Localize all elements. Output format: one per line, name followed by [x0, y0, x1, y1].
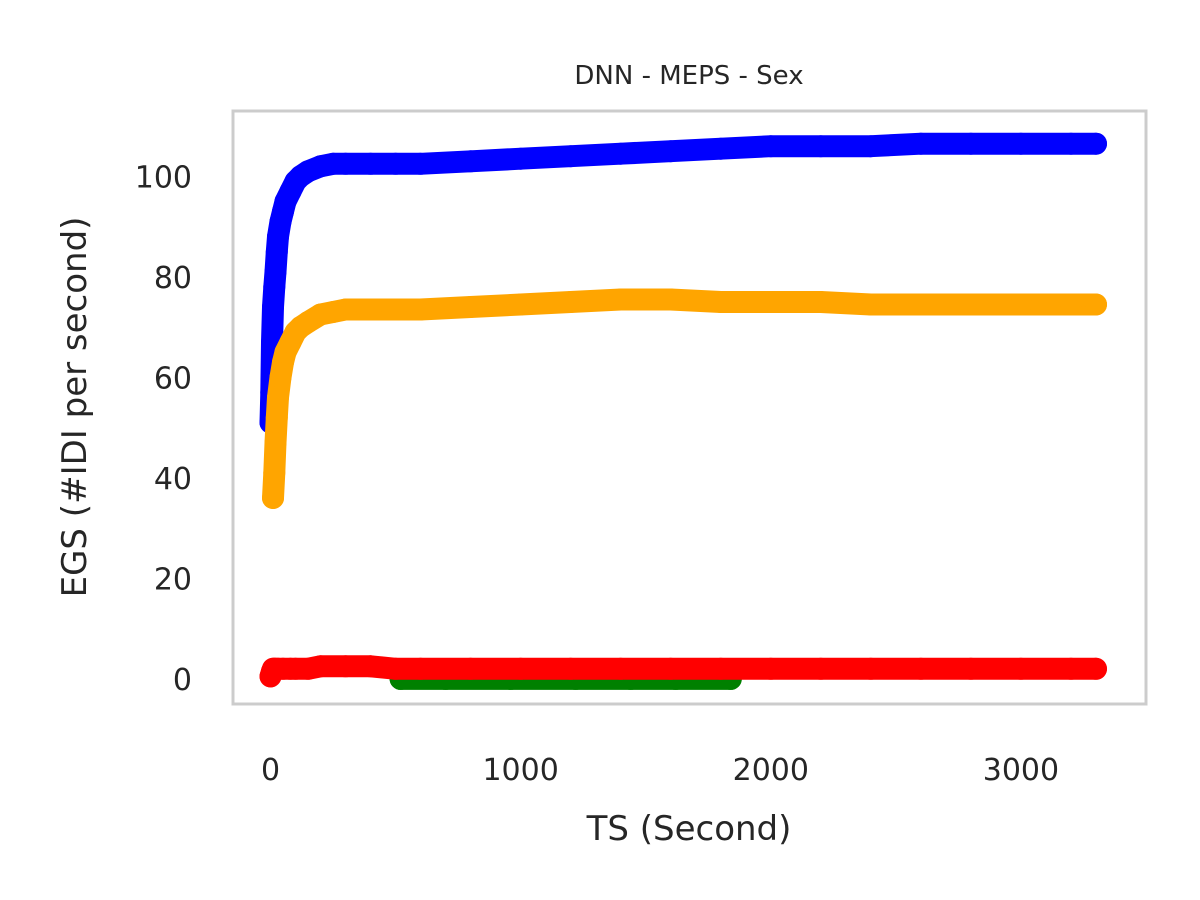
data-point	[1009, 132, 1032, 155]
y-tick-label: 100	[135, 160, 192, 195]
data-point	[1060, 132, 1082, 155]
data-point	[1060, 657, 1082, 680]
data-point	[459, 657, 482, 680]
data-point	[659, 288, 682, 311]
data-point	[559, 291, 582, 313]
data-point	[959, 657, 982, 680]
data-point	[859, 657, 882, 680]
data-point	[262, 487, 284, 509]
data-point	[334, 655, 357, 678]
data-point	[509, 147, 532, 170]
data-point	[659, 140, 682, 163]
data-point	[809, 657, 832, 680]
data-point	[334, 298, 357, 321]
data-point	[1085, 293, 1107, 316]
x-tick-label: 3000	[983, 753, 1059, 788]
tick-labels: 0 1000 2000 3000 0 20 40 60 80 100	[135, 160, 1059, 788]
data-point	[409, 657, 432, 680]
data-point	[609, 142, 632, 165]
data-point	[309, 655, 332, 678]
y-tick-label: 80	[154, 261, 192, 296]
y-tick-label: 60	[154, 361, 192, 396]
data-point	[359, 655, 382, 678]
data-point	[959, 293, 982, 316]
data-point	[1085, 132, 1107, 155]
data-point	[265, 406, 288, 429]
chart-title: DNN - MEPS - Sex	[574, 61, 803, 91]
data-point	[384, 298, 407, 321]
series-0	[259, 132, 1107, 434]
data-point	[409, 152, 432, 175]
data-point	[509, 293, 532, 316]
data-point	[334, 152, 357, 175]
data-point	[262, 296, 284, 318]
data-point	[809, 135, 832, 158]
series-1	[262, 288, 1107, 509]
data-point	[759, 135, 782, 158]
data-point	[909, 293, 932, 316]
data-point	[559, 657, 582, 680]
data-point	[1060, 293, 1082, 316]
data-point	[759, 291, 782, 313]
data-point	[559, 145, 582, 168]
x-tick-label: 0	[261, 753, 280, 788]
data-point	[909, 657, 932, 680]
x-tick-label: 2000	[733, 753, 809, 788]
data-point	[263, 461, 286, 484]
x-tick-label: 1000	[482, 753, 558, 788]
y-tick-label: 20	[154, 562, 192, 597]
y-tick-label: 40	[154, 462, 192, 497]
data-point	[264, 431, 287, 454]
data-point	[609, 657, 632, 680]
data-point	[267, 386, 289, 409]
data-point	[759, 657, 782, 680]
data-point	[609, 288, 632, 311]
data-point	[709, 137, 732, 160]
data-point	[384, 152, 407, 175]
data-point	[264, 260, 287, 283]
data-point	[659, 657, 682, 680]
data-point	[1085, 657, 1107, 680]
data-layer	[259, 132, 1107, 690]
data-point	[384, 657, 407, 680]
data-point	[1009, 293, 1032, 316]
data-point	[359, 298, 382, 321]
data-point	[409, 298, 432, 321]
x-axis-label: TS (Second)	[586, 809, 792, 849]
data-point	[459, 150, 482, 173]
plot-frame	[231, 109, 1148, 706]
data-point	[459, 296, 482, 318]
data-point	[709, 657, 732, 680]
data-point	[859, 293, 882, 316]
data-point	[809, 291, 832, 313]
data-point	[359, 152, 382, 175]
data-point	[709, 291, 732, 313]
data-point	[1009, 657, 1032, 680]
series-3	[259, 655, 1107, 688]
y-tick-label: 0	[173, 663, 192, 698]
data-point	[959, 132, 982, 155]
y-axis-label: EGS (#IDI per second)	[55, 217, 95, 598]
data-point	[509, 657, 532, 680]
data-point	[909, 132, 932, 155]
data-point	[859, 135, 882, 158]
